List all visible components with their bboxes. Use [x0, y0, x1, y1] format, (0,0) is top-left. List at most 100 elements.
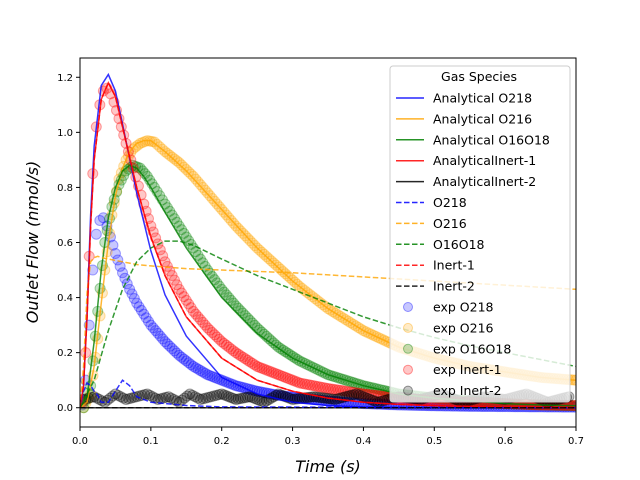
exp-inert-1-point: [166, 270, 178, 282]
y-tick-label: 0.2: [57, 348, 73, 359]
legend-entry-exp-o16o18: exp O16O18: [403, 341, 511, 356]
exp-inert-1-point: [242, 354, 254, 366]
exp-o218-point: [204, 370, 216, 382]
exp-o218-point: [154, 330, 166, 342]
exp-o216-point: [173, 157, 185, 169]
exp-inert-2-point: [115, 391, 127, 403]
exp-inert-1-point: [183, 298, 195, 310]
exp-inert-1-point: [362, 389, 374, 401]
x-tick-label: 0.0: [72, 436, 88, 447]
exp-o216-point: [194, 179, 206, 191]
legend-label: Analytical O218: [433, 91, 532, 106]
exp-inert-2-point: [220, 390, 232, 402]
exp-o216-point: [187, 170, 199, 182]
exp-inert-1-point: [180, 294, 192, 306]
exp-o218-point: [145, 319, 157, 331]
exp-inert-1-point: [317, 381, 329, 393]
exp-o218-point: [164, 340, 176, 352]
exp-o218-point: [178, 353, 190, 365]
exp-o16o18-point: [180, 231, 192, 243]
inert-1-line: [80, 81, 576, 409]
exp-inert-1-point: [365, 389, 377, 401]
exp-o218-point: [138, 308, 150, 320]
exp-inert-2-point: [348, 389, 360, 401]
exp-o218-point: [209, 371, 221, 383]
legend-marker: [403, 302, 413, 312]
exp-o218-point: [117, 267, 129, 279]
x-tick-label: 0.2: [214, 436, 230, 447]
x-axis-label: Time (s): [295, 457, 361, 476]
y-tick-label: 0.8: [57, 183, 73, 194]
exp-inert-2-point: [101, 394, 113, 406]
legend-entry-analyticalinert-2: AnalyticalInert-2: [396, 174, 536, 189]
exp-o218-point: [277, 390, 289, 402]
y-axis-ticks: 0.0 0.2 0.4 0.6 0.8 1.0 1.2: [57, 73, 80, 414]
exp-o216-point: [176, 159, 188, 171]
legend-title: Gas Species: [441, 69, 517, 84]
legend-entry-analyticalinert-1: AnalyticalInert-1: [396, 153, 536, 168]
exp-inert-2-point: [171, 395, 183, 407]
exp-o218-point: [90, 228, 102, 240]
exp-inert-1-point: [168, 274, 180, 286]
exp-o218-point: [202, 369, 214, 381]
exp-inert-2-point: [210, 389, 222, 401]
exp-inert-2-point: [242, 391, 254, 403]
legend-entry-analytical-o218: Analytical O218: [396, 91, 532, 106]
legend-label: Inert-1: [433, 258, 475, 273]
exp-o16o18-point: [228, 297, 240, 309]
exp-inert-2-point: [244, 391, 256, 403]
exp-inert-1-point: [282, 372, 294, 384]
exp-inert-1-point: [373, 390, 385, 402]
exp-inert-2-point: [194, 393, 206, 405]
exp-inert-2-point: [353, 389, 365, 401]
exp-inert-2-point: [184, 388, 196, 400]
legend: Gas Species Analytical O218 Analytical O2…: [389, 65, 571, 403]
legend-label: O218: [433, 195, 467, 210]
exp-inert-1-point: [197, 316, 209, 328]
exp-inert-1-point: [218, 337, 230, 349]
exp-o218-point: [187, 360, 199, 372]
exp-inert-1-point: [192, 311, 204, 323]
exp-inert-2-point: [213, 389, 225, 401]
exp-inert-1-point: [304, 379, 316, 391]
exp-o218-point: [150, 325, 162, 337]
exp-inert-1-point: [340, 385, 352, 397]
exp-o218-point: [126, 288, 138, 300]
exp-o16o18-point: [194, 253, 206, 265]
legend-label: exp O216: [433, 320, 494, 335]
exp-inert-1-point: [237, 351, 249, 363]
legend-entry-exp-inert-1: exp Inert-1: [403, 362, 502, 377]
exp-inert-2-point: [144, 389, 156, 401]
exp-inert-2-point: [362, 393, 374, 405]
exp-o16o18-point: [173, 220, 185, 232]
exp-o216-point: [197, 181, 209, 193]
exp-inert-1-point: [350, 387, 362, 399]
legend-entry-exp-o218: exp O218: [403, 300, 494, 315]
exp-inert-1-point: [360, 388, 372, 400]
y-axis-label: Outlet Flow (nmol/s): [23, 161, 42, 323]
exp-o16o18-point: [87, 355, 99, 367]
exp-o16o18-point: [178, 227, 190, 239]
exp-inert-1-point: [327, 383, 339, 395]
exp-o16o18-point: [183, 235, 195, 247]
exp-inert-1-point: [319, 382, 331, 394]
exp-o218-point: [173, 349, 185, 361]
exp-inert-1-point: [335, 384, 347, 396]
exp-inert-2-point: [117, 392, 129, 404]
exp-o218-point: [180, 355, 192, 367]
legend-marker: [403, 322, 413, 333]
exp-inert-1-point: [294, 377, 306, 389]
exp-inert-1-point: [347, 386, 359, 398]
legend-entry-analytical-o16o18: Analytical O16O18: [396, 132, 550, 147]
exp-inert-1-point: [265, 366, 277, 378]
exp-o16o18-point: [225, 294, 237, 306]
exp-inert-1-point: [352, 387, 364, 399]
exp-inert-1-point: [355, 388, 367, 400]
exp-o216-point: [190, 173, 202, 185]
legend-entry-o16o18: O16O18: [396, 237, 485, 252]
exp-inert-2-point: [96, 395, 108, 407]
exp-inert-1-point: [199, 319, 211, 331]
exp-o216-point: [192, 176, 204, 188]
exp-inert-2-point: [291, 393, 303, 405]
exp-inert-2-point: [208, 390, 220, 402]
